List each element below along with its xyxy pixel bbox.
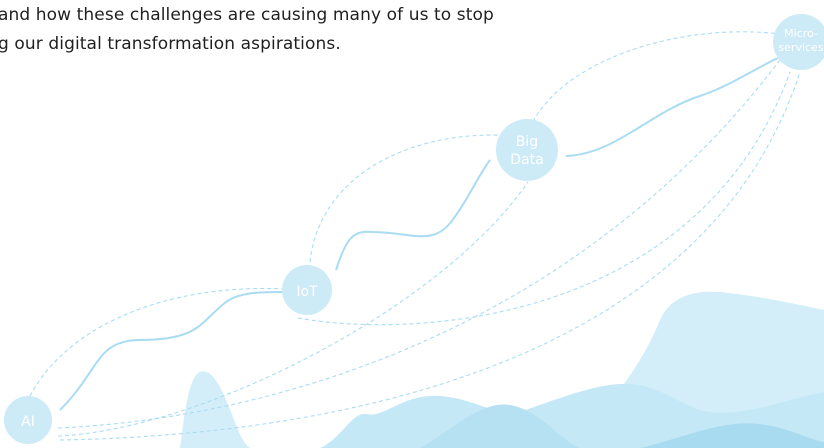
node-big-data-label-line2: Data: [510, 152, 543, 168]
node-microservices-label-line2: services: [778, 41, 823, 54]
node-microservices-label-line1: Micro-: [784, 27, 818, 40]
wave-front: [420, 404, 580, 448]
solid-connections: [59, 57, 779, 411]
connector-iot-micro-line: [297, 71, 791, 326]
connector-iot-bigdata-arc: [309, 134, 516, 263]
connector-bigdata-micro-arc: [529, 31, 781, 129]
connector-ai-micro-low: [59, 71, 801, 441]
node-iot-label: IoT: [296, 284, 318, 300]
dashed-connections: [29, 31, 801, 441]
node-big-data-label-line1: Big: [516, 134, 538, 150]
intro-line-2: g our digital transformation aspirations…: [0, 34, 341, 54]
connector-iot-bigdata: [335, 159, 491, 271]
connector-ai-iot: [59, 291, 287, 411]
node-ai-label: AI: [21, 414, 35, 430]
node-microservices: Micro- services: [773, 14, 824, 70]
connector-ai-bigdata-line: [57, 181, 529, 437]
node-big-data: Big Data: [496, 119, 558, 181]
connector-ai-micro-line: [57, 59, 781, 429]
connector-ai-iot-arc: [29, 287, 301, 397]
intro-paragraph: and how these challenges are causing man…: [0, 1, 494, 59]
wave-back: [180, 371, 252, 448]
intro-line-1: and how these challenges are causing man…: [0, 5, 494, 25]
wave-front-right: [640, 423, 824, 448]
node-iot: IoT: [282, 265, 332, 315]
connector-bigdata-micro: [565, 57, 779, 157]
node-ai: AI: [4, 396, 52, 444]
background-waves: [180, 291, 824, 448]
